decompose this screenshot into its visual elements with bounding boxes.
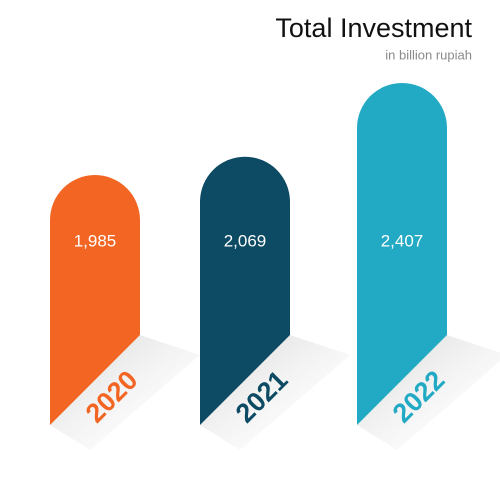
bar bbox=[200, 156, 290, 426]
fold-shadow bbox=[200, 335, 350, 450]
fold-shadow bbox=[50, 335, 200, 450]
bar bbox=[50, 175, 140, 425]
chart-title: Total Investment bbox=[275, 13, 472, 43]
value-label: 2,069 bbox=[224, 231, 267, 250]
value-label: 1,985 bbox=[74, 231, 117, 250]
value-label: 2,407 bbox=[381, 231, 424, 250]
fold-shadow bbox=[357, 335, 500, 450]
bar bbox=[357, 83, 447, 425]
chart-subtitle: in billion rupiah bbox=[385, 47, 472, 62]
